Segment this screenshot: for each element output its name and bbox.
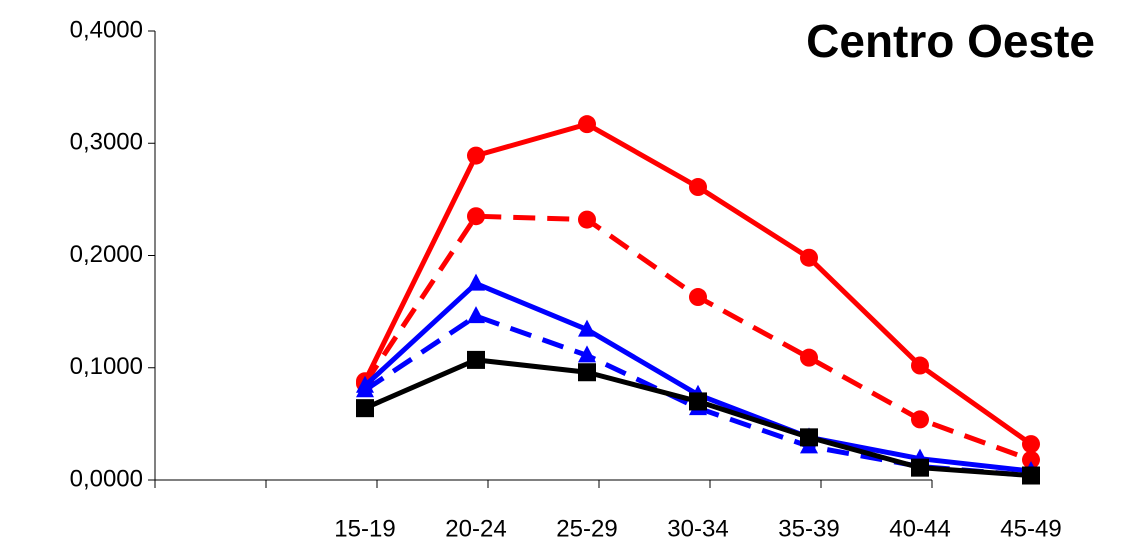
- marker: [578, 210, 596, 229]
- x-tick-label: 20-24: [445, 515, 506, 542]
- y-tick-label: 0,4000: [70, 16, 143, 43]
- x-tick-label: 40-44: [889, 515, 950, 542]
- marker: [1022, 450, 1040, 469]
- series-line: [363, 281, 1032, 474]
- marker: [689, 288, 707, 307]
- y-tick-label: 0,0000: [70, 465, 143, 492]
- marker: [467, 146, 485, 165]
- marker: [911, 356, 929, 375]
- marker: [578, 319, 596, 337]
- marker: [800, 248, 818, 267]
- marker: [911, 458, 929, 477]
- marker: [689, 178, 707, 197]
- x-tick-label: 30-34: [667, 515, 728, 542]
- marker: [467, 306, 485, 324]
- marker: [467, 273, 485, 291]
- marker: [911, 410, 929, 429]
- x-tick-label: 25-29: [556, 515, 617, 542]
- marker: [1022, 466, 1040, 485]
- y-tick-label: 0,3000: [70, 129, 143, 156]
- marker: [467, 207, 485, 226]
- y-tick-label: 0,1000: [70, 353, 143, 380]
- marker: [356, 399, 374, 418]
- marker: [689, 392, 707, 411]
- marker: [467, 350, 485, 369]
- x-tick-label: 15-19: [334, 515, 395, 542]
- marker: [356, 380, 374, 398]
- marker: [1022, 435, 1040, 454]
- marker: [578, 345, 596, 363]
- marker: [578, 115, 596, 134]
- marker: [800, 348, 818, 367]
- marker: [800, 428, 818, 447]
- y-tick-label: 0,2000: [70, 241, 143, 268]
- series-line: [362, 213, 1032, 463]
- x-tick-label: 45-49: [1000, 515, 1061, 542]
- chart-title: Centro Oeste: [806, 15, 1095, 67]
- marker: [578, 363, 596, 382]
- x-tick-label: 35-39: [778, 515, 839, 542]
